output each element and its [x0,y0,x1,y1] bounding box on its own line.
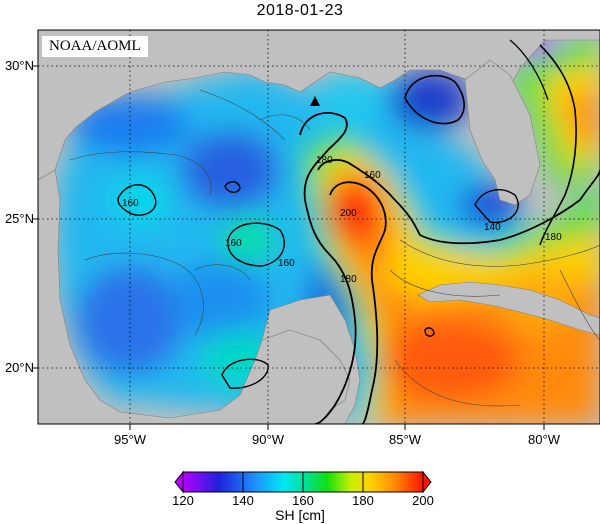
land-masses [38,30,600,424]
colorbar-tick-label: 160 [292,493,314,508]
colorbar [174,470,432,494]
colorbar-tick-label: 120 [172,493,194,508]
contour-label: 160 [122,198,139,209]
plot-frame [37,29,600,425]
contour-label: 160 [364,170,381,181]
colorbar-tick-label: 140 [232,493,254,508]
longitude-label: 95°W [114,432,146,447]
longitude-label: 80°W [528,432,560,447]
colorbar-tick-label: 200 [412,493,434,508]
latitude-label: 20°N [4,360,34,375]
contour-label: 180 [340,274,357,285]
grid-lines [38,30,600,424]
contour-label: 200 [340,208,357,219]
triangle-marker [310,96,320,106]
contour-label: 160 [278,258,295,269]
contour-label: 160 [225,238,242,249]
contour-label-group: 160 160 160 180 160 200 180 140 180 [122,155,562,285]
axis-ticks [32,65,545,430]
colorbar-title: SH [cm] [275,507,325,523]
contour-lines [69,39,600,424]
colorbar-low-arrow [174,470,184,494]
map-title: 2018-01-23 [256,2,344,19]
contour-label: 180 [545,232,562,243]
latitude-label: 25°N [4,211,34,226]
contour-label: 180 [316,155,333,166]
source-label: NOAA/AOML [42,36,148,57]
colorbar-tick-label: 180 [352,493,374,508]
colorbar-high-arrow [422,470,432,494]
contour-label: 140 [484,222,501,233]
longitude-label: 90°W [252,432,284,447]
latitude-label: 30°N [4,58,34,73]
longitude-label: 85°W [389,432,421,447]
